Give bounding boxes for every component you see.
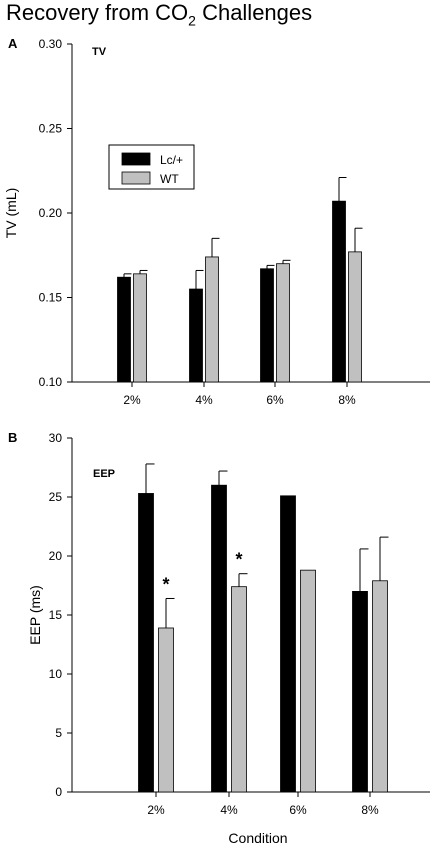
chart-panel-eep: 0 5 10 15 20 25 30 2% 4% 6% 8% * * B EEP EEP (ms) [8, 430, 430, 817]
bar-wt [231, 586, 247, 793]
panel-letter: B [8, 430, 17, 445]
x-tick-label: 6% [289, 803, 307, 817]
x-tick-label: 4% [195, 393, 213, 407]
x-tick-label: 2% [123, 393, 141, 407]
y-tick-label: 15 [49, 608, 63, 622]
bar-wt [348, 251, 362, 383]
bar-wt [276, 263, 290, 383]
x-tick-label: 8% [338, 393, 356, 407]
x-axis-title: Condition [228, 830, 287, 846]
y-tick-label: 25 [49, 490, 63, 504]
significance-star: * [235, 550, 242, 570]
bar-wt [372, 580, 388, 793]
legend-swatch [121, 152, 151, 166]
y-tick-label: 0 [55, 785, 62, 799]
y-axis-label: EEP (ms) [27, 585, 43, 645]
bar-lc [352, 591, 368, 793]
y-tick-label: 10 [49, 667, 63, 681]
y-tick-label: 0.15 [39, 291, 63, 305]
legend: Lc/+ WT [108, 144, 195, 190]
y-tick-label: 5 [55, 726, 62, 740]
y-tick-label: 0.10 [39, 375, 63, 389]
bar-lc [117, 276, 131, 383]
panel-label: EEP [93, 468, 115, 480]
y-tick-label: 20 [49, 549, 63, 563]
legend-box [108, 144, 195, 190]
chart-panel-tv: 0.10 0.15 0.20 0.25 0.30 2% 4% 6% 8% A TV TV (mL) Lc… [3, 36, 430, 407]
legend-label: Lc/+ [160, 153, 183, 167]
x-tick-label: 6% [266, 393, 284, 407]
bar-lc [260, 268, 274, 383]
panel-letter: A [8, 36, 18, 51]
y-tick-label: 0.25 [39, 122, 63, 136]
x-tick-label: 4% [220, 803, 238, 817]
y-tick-label: 30 [49, 431, 63, 445]
bar-lc [138, 493, 154, 793]
y-axis-label: TV (mL) [3, 188, 19, 239]
bar-lc [189, 288, 203, 383]
bar-lc [332, 200, 346, 383]
x-tick-label: 8% [361, 803, 379, 817]
legend-label: WT [160, 172, 179, 186]
panel-label: TV [92, 46, 107, 58]
figure-title: Recovery from CO2 Challenges [6, 0, 313, 29]
bar-wt [300, 569, 316, 793]
legend-swatch [121, 171, 151, 185]
significance-star: * [162, 574, 169, 594]
y-tick-label: 0.20 [39, 206, 63, 220]
bar-wt [205, 256, 219, 383]
bar-lc [211, 484, 227, 793]
bar-wt [133, 273, 147, 383]
y-tick-label: 0.30 [39, 37, 63, 51]
x-tick-label: 2% [147, 803, 165, 817]
bar-lc [280, 495, 296, 793]
bar-wt [158, 627, 174, 793]
